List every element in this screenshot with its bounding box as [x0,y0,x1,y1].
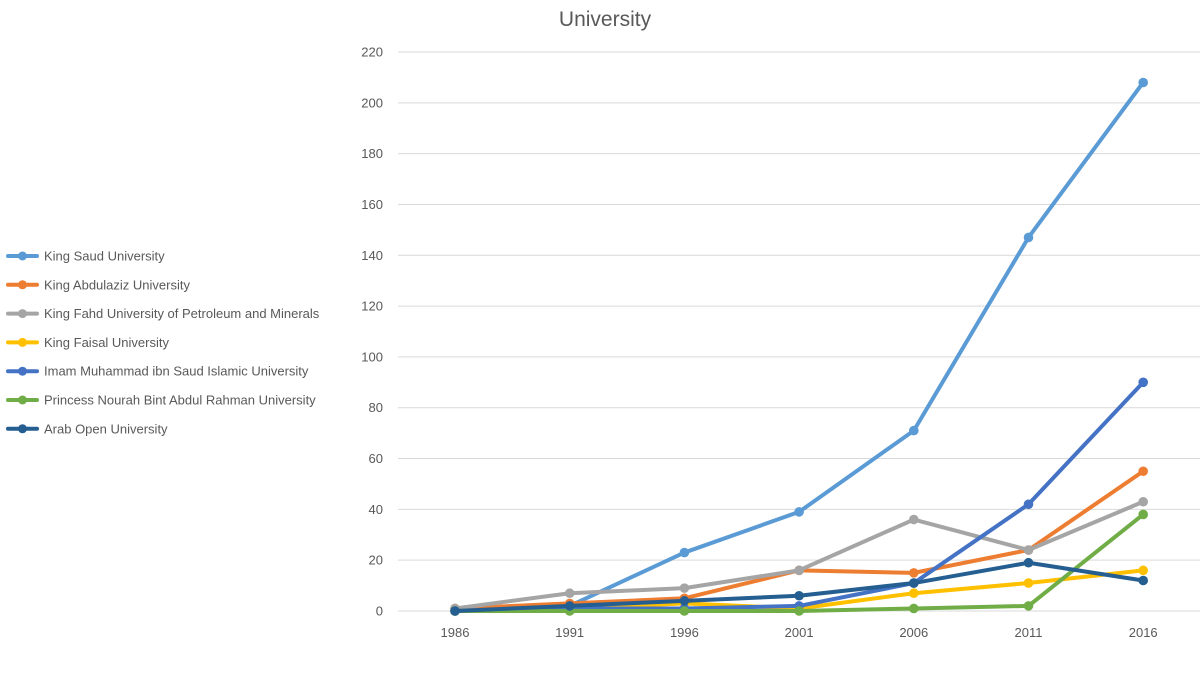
y-tick-label: 0 [376,604,383,619]
legend-label: Imam Muhammad ibn Saud Islamic Universit… [44,364,309,379]
legend-item: King Saud University [6,249,165,264]
x-axis-tick-labels: 1986 1991 1996 2001 2006 2011 2016 [441,625,1158,640]
legend-label: King Fahd University of Petroleum and Mi… [44,306,320,321]
y-tick-label: 80 [369,400,383,415]
data-point [794,590,804,601]
series-lines [450,77,1148,616]
y-axis-tick-labels: 0 20 40 60 80 100 120 140 160 180 200 220 [361,45,383,619]
series-arab-open-university [450,557,1148,616]
data-point [1023,578,1034,588]
data-point [679,596,690,606]
y-tick-label: 60 [369,451,383,466]
data-point [909,588,919,599]
data-point [1138,565,1148,576]
data-point [679,583,690,593]
legend-item: Princess Nourah Bint Abdul Rahman Univer… [6,393,316,408]
legend-item: King Abdulaziz University [6,277,190,292]
y-tick-label: 220 [361,45,383,60]
data-point [794,565,804,576]
data-point [679,547,690,558]
legend-dot-marker [18,280,27,290]
series-line [453,80,1146,613]
data-point [1138,77,1148,88]
data-point [909,603,919,614]
legend-dot-marker [18,424,27,434]
gridlines [398,51,1200,612]
data-point [1023,232,1034,243]
data-point [1138,496,1148,507]
data-point [1023,557,1034,568]
series-king-saud-university [450,77,1148,616]
data-point [909,514,919,525]
x-tick-label: 1996 [670,625,699,640]
legend-item: Arab Open University [6,421,168,436]
data-point [1023,499,1034,510]
data-point [794,507,804,517]
y-tick-label: 140 [361,248,383,263]
data-point [794,606,804,616]
x-tick-label: 2001 [785,625,814,640]
data-point [1138,466,1148,477]
data-point [679,606,690,616]
legend-label: Princess Nourah Bint Abdul Rahman Univer… [44,393,316,408]
data-point [909,425,919,436]
legend-label: King Abdulaziz University [44,277,190,292]
data-point [450,606,460,616]
y-tick-label: 180 [361,146,383,161]
legend-dot-marker [18,251,27,261]
data-point [1023,545,1034,555]
legend-dot-marker [18,395,27,405]
legend-label: King Faisal University [44,335,169,350]
y-tick-label: 200 [361,95,383,110]
x-tick-label: 1991 [555,625,584,640]
legend-dot-marker [18,309,27,319]
legend-dot-marker [18,337,27,347]
legend-item: Imam Muhammad ibn Saud Islamic Universit… [6,364,309,379]
data-point [564,601,575,611]
data-point [1023,601,1034,611]
data-point [1138,377,1148,388]
data-point [909,578,919,588]
y-tick-label: 160 [361,197,383,212]
x-tick-label: 1986 [441,625,470,640]
chart-title: University [559,8,652,31]
data-point [1138,509,1148,520]
legend: King Saud University King Abdulaziz Unive… [6,249,320,436]
y-tick-label: 100 [361,349,383,364]
y-tick-label: 40 [369,502,383,517]
x-tick-label: 2016 [1129,625,1158,640]
data-point [909,568,919,578]
y-tick-label: 20 [369,553,383,568]
series-line [453,380,1146,613]
data-point [564,588,575,599]
legend-label: King Saud University [44,249,165,264]
y-tick-label: 120 [361,299,383,314]
legend-label: Arab Open University [44,421,168,436]
legend-item: King Fahd University of Petroleum and Mi… [6,306,320,321]
legend-dot-marker [18,366,27,376]
x-tick-label: 2006 [899,625,928,640]
data-point [1138,575,1148,586]
x-tick-label: 2011 [1015,625,1043,640]
legend-item: King Faisal University [6,335,169,350]
